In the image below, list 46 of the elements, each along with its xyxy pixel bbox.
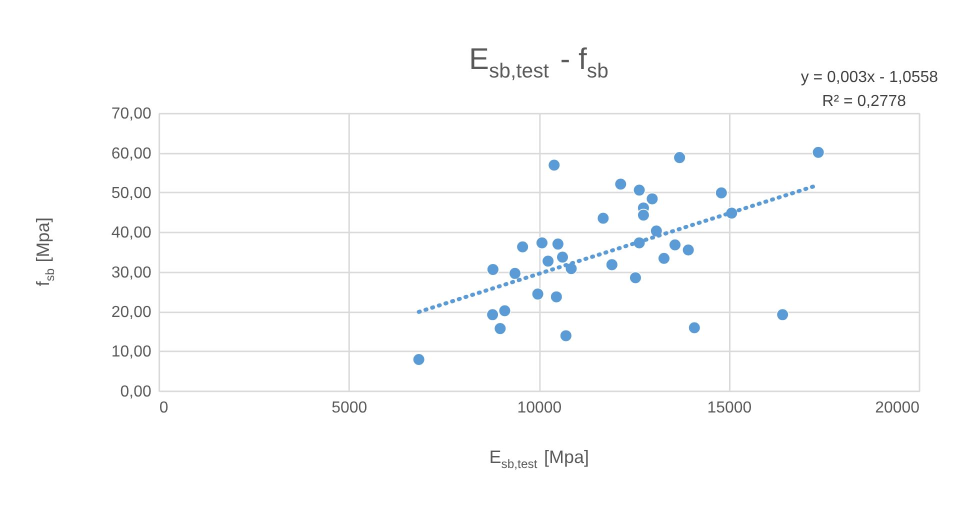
point <box>606 258 618 271</box>
point <box>715 186 728 200</box>
point <box>668 238 682 252</box>
text: R² = 0,2778 <box>822 93 906 110</box>
point <box>494 322 506 335</box>
point <box>552 238 564 250</box>
y-tick-label: 10,00 <box>111 344 152 361</box>
text: y = 0,003x - 1,0558 <box>800 69 938 86</box>
x-tick-label: 5000 <box>332 399 368 416</box>
point <box>596 212 610 225</box>
point <box>516 240 529 254</box>
y-tick-label: 30,00 <box>111 264 152 282</box>
point <box>776 308 789 321</box>
point <box>536 236 548 250</box>
point <box>508 267 522 280</box>
y-tick-label: 70,00 <box>111 106 152 123</box>
y-tick-label: 60,00 <box>111 145 152 162</box>
point <box>556 250 569 264</box>
point <box>688 321 701 334</box>
point <box>658 252 670 265</box>
point <box>542 254 554 268</box>
point <box>629 271 642 284</box>
y-tick-label: 40,00 <box>111 224 152 242</box>
point <box>560 329 572 342</box>
x-tick-label: 15000 <box>707 399 752 416</box>
point <box>486 308 499 321</box>
y-tick-label: 0,00 <box>120 383 152 400</box>
y-axis-title: fsb [Mpa] <box>32 217 57 286</box>
point <box>812 146 825 159</box>
y-tick-label: 50,00 <box>111 184 152 202</box>
point <box>550 290 563 304</box>
point <box>673 151 686 164</box>
y-tick-label: 20,00 <box>111 304 152 321</box>
x-tick-label: 10000 <box>517 399 562 416</box>
point <box>646 192 659 206</box>
point <box>637 208 650 222</box>
x-tick-label: 20000 <box>875 399 920 416</box>
point <box>531 288 544 300</box>
point <box>614 178 627 190</box>
point <box>498 304 512 318</box>
point <box>632 184 646 196</box>
point <box>486 263 500 276</box>
point <box>682 244 695 256</box>
point <box>548 158 560 172</box>
x-tick-label: 0 <box>159 399 168 416</box>
point <box>412 353 426 366</box>
